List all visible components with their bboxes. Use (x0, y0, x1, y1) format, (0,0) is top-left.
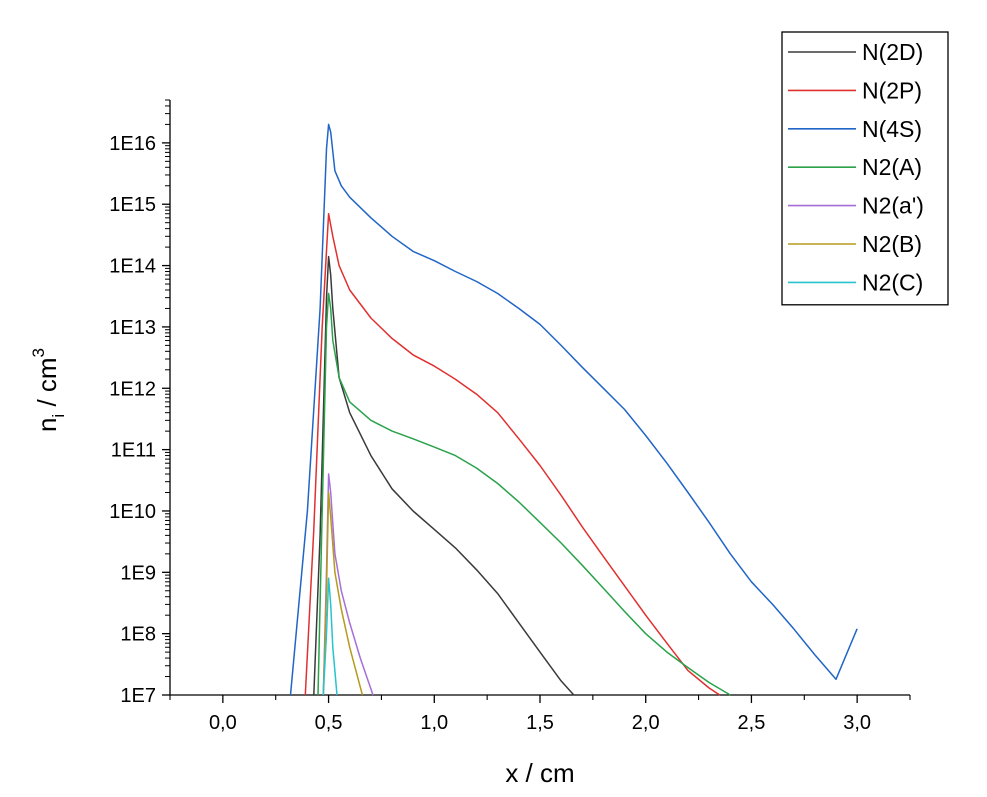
y-tick-label: 1E7 (120, 685, 156, 707)
series-line-n2-a (317, 292, 731, 696)
y-tick-label: 1E14 (109, 256, 156, 278)
x-tick-label: 2,5 (738, 712, 766, 734)
x-tick-label: 2,0 (632, 712, 660, 734)
y-tick-label: 1E13 (109, 317, 156, 339)
x-tick-label: 3,0 (843, 712, 871, 734)
y-axis-title: ni / cm3 (29, 348, 68, 432)
y-tick-label: 1E10 (109, 501, 156, 523)
series-line-n-4s (289, 123, 858, 696)
series-line-n2-a (322, 473, 374, 696)
series-line-n2-c (322, 577, 338, 696)
axes: 0,0 0,5 1,0 1,5 2,0 2,5 3,0 1E7 1E8 1E9 1E10 1E11 1E… (109, 99, 911, 734)
x-tick-label: 1,0 (420, 712, 448, 734)
y-tick-label: 1E9 (120, 562, 156, 584)
legend-label: N2(a') (862, 193, 924, 219)
series-line-n2-b (322, 491, 364, 696)
legend-label: N2(B) (862, 231, 922, 257)
x-axis-title: x / cm (505, 758, 574, 788)
series-line-n-2p (304, 212, 721, 696)
legend-label: N(4S) (862, 116, 922, 142)
legend: N(2D) N(2P) N(4S) N2(A) N2(a') N2(B) N2(C) (781, 31, 949, 306)
y-axis-title-main: n (32, 418, 62, 432)
svg-text:ni / cm3: ni / cm3 (29, 348, 68, 432)
y-tick-label: 1E11 (111, 440, 156, 462)
x-tick-label: 0,5 (315, 712, 343, 734)
y-tick-label: 1E16 (109, 133, 156, 155)
legend-label: N2(A) (862, 154, 922, 180)
y-tick-label: 1E12 (109, 378, 156, 400)
legend-label: N(2D) (862, 39, 923, 65)
y-tick-label: 1E15 (109, 194, 156, 216)
y-axis-title-mid: / cm (32, 357, 62, 413)
x-tick-label: 0,0 (209, 712, 237, 734)
series-layer (289, 123, 858, 696)
series-line-n-2d (313, 255, 575, 696)
legend-label: N(2P) (862, 77, 922, 103)
y-axis-title-sup: 3 (29, 348, 48, 357)
y-axis-title-sub: i (49, 414, 68, 418)
y-tick-label: 1E8 (120, 624, 156, 646)
x-tick-label: 1,5 (526, 712, 554, 734)
legend-label: N2(C) (862, 269, 923, 295)
legend-box (781, 31, 949, 306)
